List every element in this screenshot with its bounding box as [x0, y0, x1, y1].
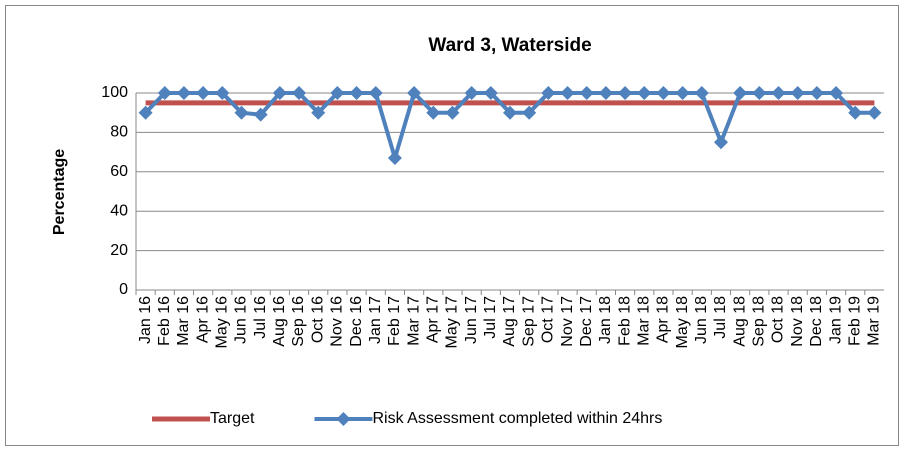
x-tick-label: Mar 18 [635, 296, 652, 346]
x-tick-label: May 16 [214, 296, 231, 349]
data-point [541, 86, 556, 100]
data-point [311, 105, 326, 120]
x-tick-label: Jan 17 [367, 296, 384, 344]
legend-label: Target [210, 410, 255, 427]
data-point [503, 105, 517, 120]
x-tick-label: Mar 16 [175, 296, 192, 346]
x-tick-label: Oct 18 [770, 296, 787, 343]
data-point [752, 86, 767, 100]
x-tick-label: Nov 18 [789, 296, 806, 347]
x-tick-label: Jul 16 [252, 296, 269, 339]
x-tick-label: Feb 16 [156, 296, 173, 346]
data-point [445, 105, 460, 120]
x-tick-label: Aug 17 [501, 296, 518, 347]
x-tick-label: Jul 18 [712, 296, 729, 339]
x-tick-label: Jul 17 [482, 296, 499, 339]
data-point [522, 105, 537, 120]
x-tick-label: Aug 18 [731, 296, 748, 347]
data-point [157, 86, 172, 100]
data-point [829, 86, 844, 100]
data-point [618, 86, 633, 100]
y-tick-label: 80 [110, 124, 128, 141]
data-point [579, 86, 594, 100]
data-point [407, 86, 422, 100]
legend-marker [336, 412, 351, 426]
data-point [272, 86, 287, 100]
data-point [253, 107, 268, 122]
x-tick-label: Mar 19 [866, 296, 883, 346]
data-point [426, 105, 441, 120]
x-tick-label: Jan 19 [827, 296, 844, 344]
data-point [292, 86, 307, 100]
y-tick-label: 100 [101, 84, 128, 101]
x-tick-label: Jun 18 [693, 296, 710, 344]
x-tick-label: Apr 16 [194, 296, 211, 343]
data-point [215, 86, 230, 100]
x-tick-label: May 18 [674, 296, 691, 349]
x-tick-label: Dec 18 [808, 296, 825, 347]
data-point [176, 86, 191, 100]
x-tick-label: Sep 16 [290, 296, 307, 347]
x-tick-label: Jan 18 [597, 296, 614, 344]
x-tick-label: May 17 [444, 296, 461, 349]
x-tick-label: Jun 17 [463, 296, 480, 344]
y-axis-label: Percentage [51, 149, 68, 235]
y-tick-label: 0 [119, 281, 128, 298]
x-tick-label: Apr 18 [655, 296, 672, 343]
x-tick-label: Feb 19 [846, 296, 863, 346]
x-tick-label: Aug 16 [271, 296, 288, 347]
x-tick-label: Sep 18 [751, 296, 768, 347]
data-point [733, 86, 748, 100]
data-point [349, 86, 364, 100]
y-tick-label: 60 [110, 163, 128, 180]
x-tick-label: Nov 16 [329, 296, 346, 347]
legend-label: Risk Assessment completed within 24hrs [372, 410, 662, 427]
chart-border [5, 5, 899, 446]
y-tick-label: 20 [110, 242, 128, 259]
x-tick-label: Mar 17 [405, 296, 422, 346]
data-point [848, 105, 863, 120]
x-tick-label: Oct 17 [540, 296, 557, 343]
x-tick-label: Dec 16 [348, 296, 365, 347]
y-tick-label: 40 [110, 202, 128, 219]
data-point [656, 86, 671, 100]
chart-title: Ward 3, Waterside [428, 35, 591, 56]
data-point [483, 86, 498, 100]
x-tick-label: Feb 17 [386, 296, 403, 346]
data-point [234, 105, 249, 120]
data-point [330, 86, 345, 100]
x-tick-label: Nov 17 [559, 296, 576, 347]
data-point [713, 135, 728, 150]
data-point [196, 86, 211, 100]
data-point [560, 86, 575, 100]
data-point [790, 86, 805, 100]
x-tick-label: Dec 17 [578, 296, 595, 347]
data-point [464, 86, 479, 100]
data-point [694, 86, 709, 100]
data-point [368, 86, 383, 100]
data-point [598, 86, 613, 100]
x-tick-label: Jan 16 [137, 296, 154, 344]
x-tick-label: Feb 18 [616, 296, 633, 346]
data-point [138, 105, 153, 120]
data-point [867, 105, 882, 120]
x-tick-label: Sep 17 [520, 296, 537, 347]
data-point [387, 151, 402, 166]
data-point [637, 86, 652, 100]
x-tick-label: Oct 16 [309, 296, 326, 343]
x-tick-label: Apr 17 [425, 296, 442, 343]
data-point [771, 86, 786, 100]
data-point [675, 86, 690, 100]
x-tick-label: Jun 16 [233, 296, 250, 344]
data-point [809, 86, 824, 100]
